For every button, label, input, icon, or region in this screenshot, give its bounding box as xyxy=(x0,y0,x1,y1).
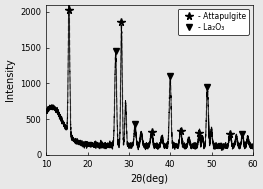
Y-axis label: Intensity: Intensity xyxy=(5,58,15,101)
Legend: - Attapulgite, - La₂O₃: - Attapulgite, - La₂O₃ xyxy=(178,9,249,35)
X-axis label: 2θ(deg): 2θ(deg) xyxy=(130,174,169,184)
